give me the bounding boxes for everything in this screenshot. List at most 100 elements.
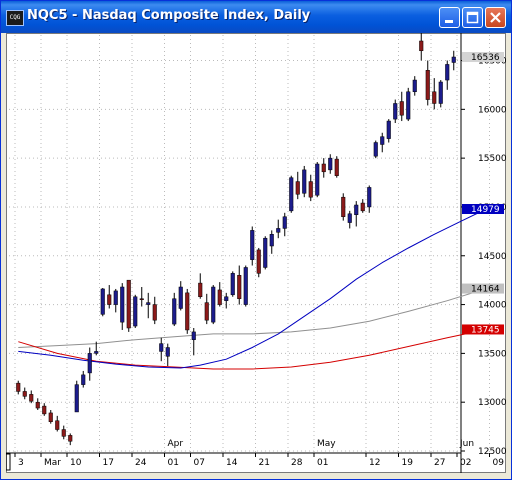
- x-tick-label: 01: [168, 458, 179, 468]
- candle-body[interactable]: [29, 394, 34, 402]
- close-button[interactable]: [485, 7, 506, 28]
- ma-100-line: [18, 288, 487, 348]
- candle-body[interactable]: [224, 296, 229, 301]
- candle-body[interactable]: [198, 282, 203, 298]
- close-icon: [490, 12, 501, 23]
- candle-body[interactable]: [55, 420, 60, 430]
- candle-body[interactable]: [178, 286, 183, 309]
- candle-body[interactable]: [94, 351, 99, 354]
- candle-body[interactable]: [165, 347, 170, 357]
- candle-body[interactable]: [289, 177, 294, 212]
- candle-body[interactable]: [451, 56, 456, 63]
- candle-body[interactable]: [334, 158, 339, 176]
- y-tick-label: 13500: [478, 349, 506, 359]
- candle-body[interactable]: [386, 120, 391, 139]
- candle-body[interactable]: [406, 91, 411, 120]
- candle-body[interactable]: [159, 343, 164, 352]
- candle-body[interactable]: [230, 273, 235, 296]
- candle-body[interactable]: [211, 286, 216, 323]
- candle-body[interactable]: [341, 196, 346, 217]
- candle-body[interactable]: [347, 213, 352, 223]
- month-label: Apr: [168, 439, 184, 449]
- ma-20-line: [18, 208, 487, 369]
- candle-body[interactable]: [42, 405, 47, 415]
- y-tick-label: 14000: [478, 301, 506, 311]
- x-tick-label: 17: [103, 458, 114, 468]
- candle-body[interactable]: [133, 296, 138, 327]
- candle-body[interactable]: [146, 302, 151, 305]
- candle-body[interactable]: [373, 142, 378, 157]
- y-tick-label: 15500: [478, 154, 506, 164]
- candle-body[interactable]: [399, 101, 404, 116]
- candle-body[interactable]: [191, 331, 196, 340]
- candle-body[interactable]: [243, 267, 248, 305]
- candle-body[interactable]: [302, 169, 307, 194]
- x-tick-label: 12: [369, 458, 380, 468]
- candle-body[interactable]: [74, 384, 79, 413]
- candle-body[interactable]: [87, 353, 92, 374]
- x-tick-label: 3: [18, 458, 24, 468]
- maximize-button[interactable]: [462, 7, 483, 28]
- candle-body[interactable]: [282, 216, 287, 229]
- x-tick-label: 21: [259, 458, 270, 468]
- candle-body[interactable]: [308, 181, 313, 198]
- candle-body[interactable]: [367, 187, 372, 208]
- title-bar[interactable]: CQG NQC5 - Nasdaq Composite Index, Daily: [1, 1, 511, 33]
- x-tick-label: 28: [291, 458, 303, 468]
- cqg-app-icon[interactable]: CQG: [6, 10, 24, 26]
- candle-body[interactable]: [432, 91, 437, 104]
- last-value-badge: [462, 52, 504, 63]
- candle-body[interactable]: [68, 435, 73, 442]
- candle-body[interactable]: [152, 304, 157, 321]
- candle-body[interactable]: [113, 290, 118, 305]
- candle-body[interactable]: [380, 136, 385, 145]
- candle-body[interactable]: [412, 79, 417, 93]
- window-title: NQC5 - Nasdaq Composite Index, Daily: [27, 8, 311, 23]
- candle-body[interactable]: [107, 294, 112, 305]
- candle-body[interactable]: [256, 249, 261, 274]
- last-value-badge: [462, 324, 504, 335]
- candle-body[interactable]: [250, 230, 255, 260]
- candle-body[interactable]: [393, 103, 398, 120]
- candle-body[interactable]: [425, 70, 430, 100]
- candle-body[interactable]: [217, 289, 222, 305]
- candle-body[interactable]: [321, 163, 326, 173]
- candle-body[interactable]: [269, 234, 274, 247]
- last-value-badge: [462, 204, 504, 215]
- candle-body[interactable]: [120, 286, 125, 323]
- candle-body[interactable]: [204, 302, 209, 321]
- x-tick-label: 24: [135, 458, 147, 468]
- candle-body[interactable]: [61, 429, 66, 437]
- candle-body[interactable]: [315, 163, 320, 196]
- minimize-button[interactable]: [439, 7, 460, 28]
- candle-body[interactable]: [360, 202, 365, 212]
- candle-body[interactable]: [328, 157, 333, 171]
- x-tick-label: 01: [317, 458, 328, 468]
- candle-body[interactable]: [354, 204, 359, 216]
- last-value-text: 14979: [471, 205, 500, 215]
- candle-body[interactable]: [16, 382, 21, 392]
- candle-body[interactable]: [22, 391, 27, 397]
- ma-200-line: [18, 329, 487, 370]
- candlestick-chart[interactable]: 1250013000135001400014500150001550016000…: [6, 33, 506, 473]
- maximize-icon: [466, 11, 479, 24]
- candle-body[interactable]: [295, 181, 300, 195]
- candle-body[interactable]: [81, 374, 86, 385]
- candle-body[interactable]: [35, 401, 40, 409]
- candle-body[interactable]: [263, 237, 268, 268]
- x-tick-label: 19: [402, 458, 414, 468]
- candle-body[interactable]: [445, 64, 450, 81]
- candle-body[interactable]: [438, 81, 443, 104]
- candle-body[interactable]: [126, 279, 131, 329]
- candle-body[interactable]: [419, 40, 424, 52]
- candle-body[interactable]: [139, 298, 144, 300]
- candle-body[interactable]: [172, 298, 177, 325]
- candle-body[interactable]: [48, 412, 53, 422]
- x-tick-label: 27: [434, 458, 445, 468]
- last-value-text: 13745: [471, 325, 500, 335]
- candle-body[interactable]: [185, 292, 190, 331]
- candle-body[interactable]: [237, 275, 242, 299]
- candle-body[interactable]: [276, 228, 281, 233]
- candle-body[interactable]: [100, 288, 105, 315]
- last-value-text: 14164: [471, 285, 500, 295]
